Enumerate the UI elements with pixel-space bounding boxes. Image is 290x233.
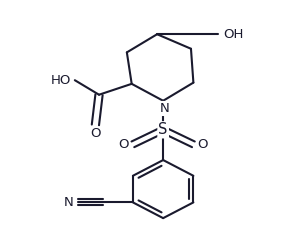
Text: S: S bbox=[158, 122, 168, 137]
Text: OH: OH bbox=[224, 28, 244, 41]
Text: N: N bbox=[160, 102, 169, 115]
Text: O: O bbox=[90, 127, 101, 140]
Text: HO: HO bbox=[51, 74, 71, 87]
Text: N: N bbox=[64, 196, 74, 209]
Text: O: O bbox=[118, 138, 128, 151]
Text: O: O bbox=[198, 138, 208, 151]
